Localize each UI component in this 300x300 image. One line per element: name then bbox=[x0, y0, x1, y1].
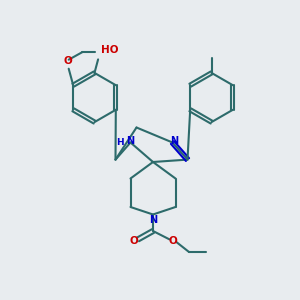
Text: N: N bbox=[126, 136, 134, 146]
Text: HO: HO bbox=[101, 45, 118, 55]
Text: N: N bbox=[170, 136, 178, 146]
Text: N: N bbox=[149, 215, 157, 225]
Text: H: H bbox=[116, 138, 124, 147]
Text: O: O bbox=[169, 236, 178, 246]
Text: O: O bbox=[64, 56, 73, 66]
Text: O: O bbox=[129, 236, 138, 246]
